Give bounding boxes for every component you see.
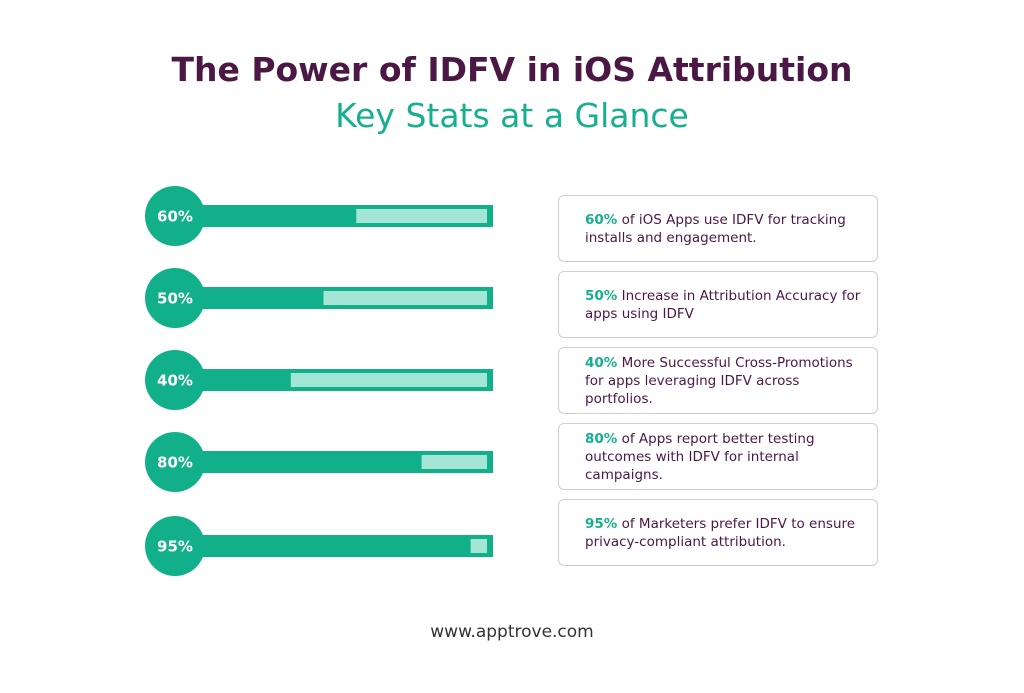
stat-description: of iOS Apps use IDFV for tracking instal… (585, 211, 846, 246)
badge (145, 186, 205, 246)
stat-card: 50% Increase in Attribution Accuracy for… (558, 271, 878, 338)
stat-highlight: 50% (585, 287, 618, 304)
stat-text: 80% of Apps report better testing outcom… (585, 430, 867, 484)
badge-label: 60% (157, 208, 193, 226)
badge-label: 50% (157, 290, 193, 308)
stat-card: 40% More Successful Cross-Promotions for… (558, 347, 878, 414)
stat-description: More Successful Cross-Promotions for app… (585, 354, 853, 407)
badge (145, 516, 205, 576)
badge (145, 350, 205, 410)
badge-label: 80% (157, 454, 193, 472)
footer: www.apptrove.com (430, 622, 594, 642)
stat-description: of Marketers prefer IDFV to ensure priva… (585, 515, 856, 550)
badge-label: 40% (157, 372, 193, 390)
stat-text: 40% More Successful Cross-Promotions for… (585, 354, 867, 408)
subtitle: Key Stats at a Glance (335, 96, 689, 135)
stat-text: 95% of Marketers prefer IDFV to ensure p… (585, 515, 867, 551)
bar (180, 373, 291, 387)
stat-description: of Apps report better testing outcomes w… (585, 430, 815, 483)
stat-highlight: 95% (585, 515, 618, 532)
stat-card: 60% of iOS Apps use IDFV for tracking in… (558, 195, 878, 262)
badge (145, 432, 205, 492)
stat-highlight: 60% (585, 211, 618, 228)
stat-card: 95% of Marketers prefer IDFV to ensure p… (558, 499, 878, 566)
bar (180, 455, 422, 469)
stat-highlight: 40% (585, 354, 618, 371)
bar (180, 539, 471, 553)
badge-label: 95% (157, 538, 193, 556)
stat-text: 60% of iOS Apps use IDFV for tracking in… (585, 211, 867, 247)
bar (180, 291, 324, 305)
stat-highlight: 80% (585, 430, 618, 447)
stat-description: Increase in Attribution Accuracy for app… (585, 287, 861, 322)
title: The Power of IDFV in iOS Attribution (171, 50, 853, 89)
stat-card: 80% of Apps report better testing outcom… (558, 423, 878, 490)
stat-text: 50% Increase in Attribution Accuracy for… (585, 287, 867, 323)
bar (180, 209, 357, 223)
badge (145, 268, 205, 328)
